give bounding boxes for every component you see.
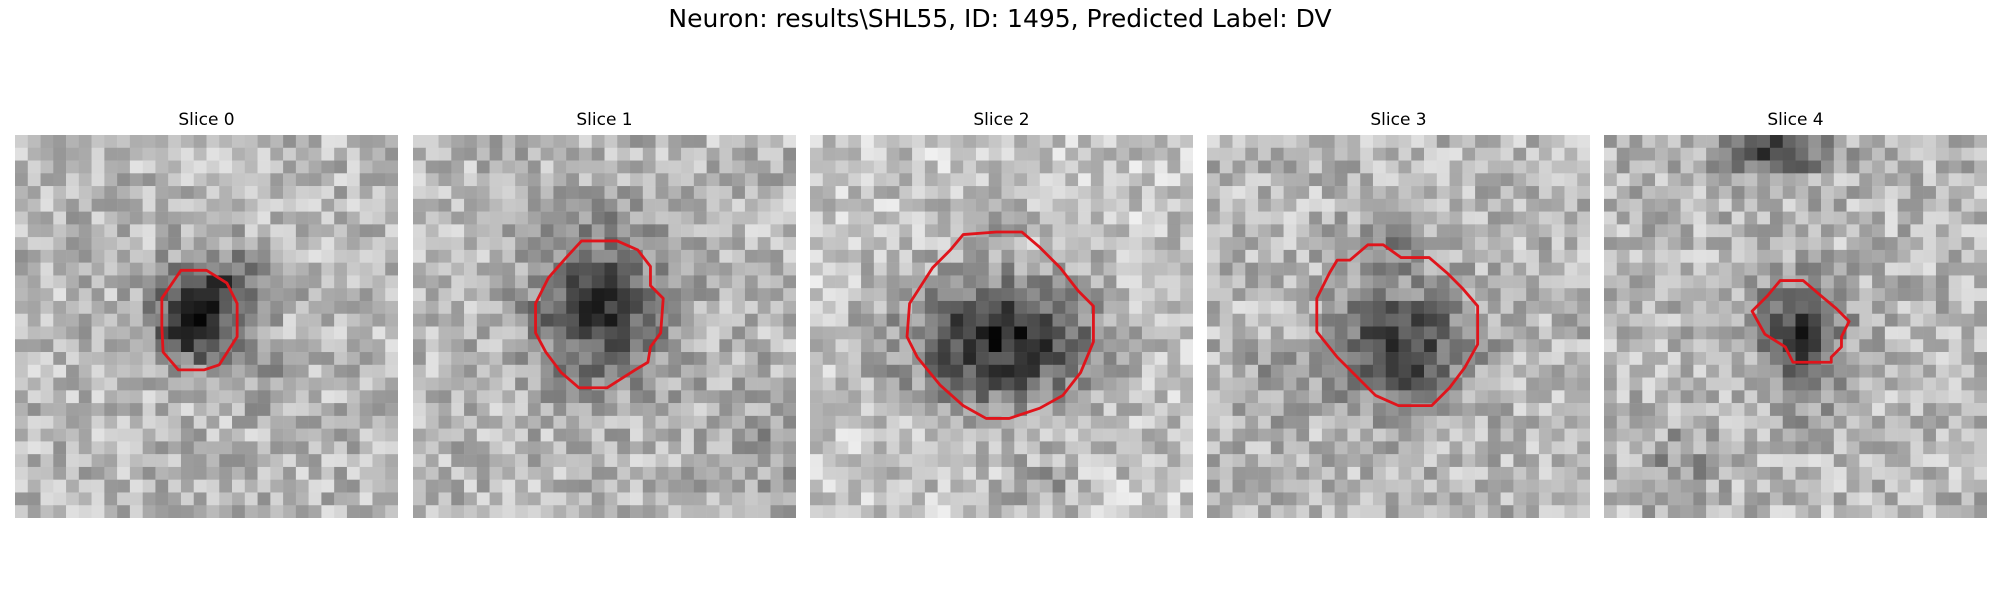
slice-4-pixels <box>1604 135 1987 518</box>
figure-title: Neuron: results\SHL55, ID: 1495, Predict… <box>668 4 1332 33</box>
slice-0-roi-outline <box>160 268 239 372</box>
slice-4-roi-outline <box>1750 279 1851 364</box>
panel-title-slice-1: Slice 1 <box>576 110 633 130</box>
slice-2-pixels <box>810 135 1193 518</box>
slice-3-image <box>1207 135 1590 518</box>
slice-1-image <box>413 135 796 518</box>
slice-2-image <box>810 135 1193 518</box>
slice-4-image <box>1604 135 1987 518</box>
slice-0-pixels <box>15 135 398 518</box>
panel-title-slice-2: Slice 2 <box>973 110 1030 130</box>
slice-3-roi-outline <box>1315 243 1480 408</box>
slice-1-pixels <box>413 135 796 518</box>
panel-title-slice-0: Slice 0 <box>178 110 235 130</box>
panel-title-slice-4: Slice 4 <box>1767 110 1824 130</box>
slice-1-roi-outline <box>534 239 665 390</box>
panel-title-slice-3: Slice 3 <box>1370 110 1427 130</box>
slice-0-image <box>15 135 398 518</box>
slice-3-pixels <box>1207 135 1590 518</box>
slice-2-roi-outline <box>905 230 1095 420</box>
